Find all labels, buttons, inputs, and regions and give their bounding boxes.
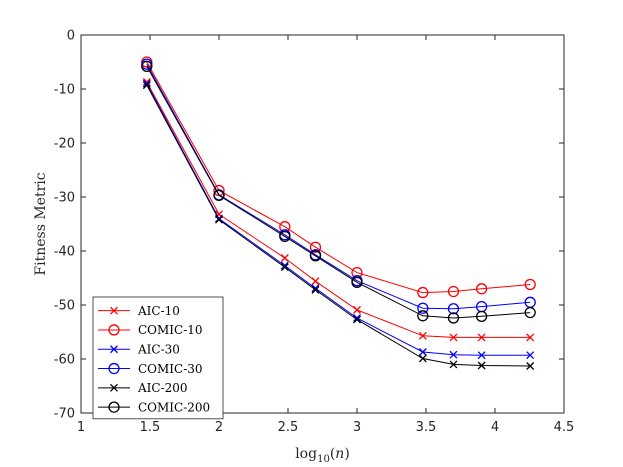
data-point-comic-200 bbox=[524, 306, 536, 319]
x-axis-label: log10(n) bbox=[295, 446, 350, 465]
x-tick-label: 1.5 bbox=[140, 420, 161, 435]
legend-box bbox=[92, 296, 224, 420]
data-point-comic-200 bbox=[447, 312, 460, 324]
series-comic-10 bbox=[141, 56, 536, 299]
data-point-comic-10 bbox=[447, 285, 460, 298]
data-point-aic-200 bbox=[477, 361, 486, 370]
y-tick-label: -60 bbox=[54, 353, 75, 368]
y-tick-label: -30 bbox=[54, 191, 75, 206]
data-point-comic-10 bbox=[417, 286, 429, 299]
x-tick-label: 2 bbox=[215, 420, 223, 435]
data-point-aic-10 bbox=[477, 333, 486, 342]
legend-marker-comic-30 bbox=[108, 362, 120, 375]
data-point-aic-10 bbox=[449, 333, 458, 342]
data-point-comic-10 bbox=[475, 283, 488, 295]
series-layer bbox=[141, 56, 536, 370]
data-point-aic-30 bbox=[526, 351, 535, 360]
data-point-comic-10 bbox=[524, 278, 536, 291]
series-aic-200 bbox=[142, 81, 535, 370]
series-line-comic-30 bbox=[146, 63, 531, 310]
x-tick-label: 4.5 bbox=[554, 420, 575, 435]
data-point-aic-200 bbox=[280, 263, 289, 272]
data-point-aic-30 bbox=[280, 261, 289, 270]
axes-layer: 1 1.5 2 2.5 3 3.5 4 4.5 0 -10 -20 -30 -40 -50 -60 -70 bbox=[54, 29, 575, 436]
data-point-comic-200 bbox=[351, 276, 363, 288]
x-tick-label: 3 bbox=[353, 420, 361, 435]
series-line-comic-200 bbox=[146, 66, 531, 319]
series-comic-200 bbox=[141, 60, 536, 324]
data-point-comic-200 bbox=[417, 310, 429, 322]
data-point-aic-10 bbox=[526, 333, 535, 342]
y-tick-label: -70 bbox=[54, 407, 75, 422]
data-point-comic-200 bbox=[475, 310, 488, 322]
x-tick-label: 4 bbox=[491, 420, 499, 435]
x-tick-label: 3.5 bbox=[416, 420, 437, 435]
data-point-aic-10 bbox=[142, 78, 151, 86]
series-aic-10 bbox=[142, 78, 535, 342]
legend-label-aic-200: AIC-200 bbox=[137, 381, 188, 395]
data-point-aic-10 bbox=[418, 331, 427, 340]
data-point-aic-30 bbox=[311, 284, 320, 293]
series-line-comic-10 bbox=[146, 61, 531, 294]
data-point-aic-10 bbox=[353, 305, 361, 314]
data-point-aic-200 bbox=[418, 354, 427, 363]
legend-marker-aic-30 bbox=[110, 345, 118, 354]
data-point-comic-30 bbox=[447, 303, 460, 315]
axes-box bbox=[80, 34, 565, 414]
y-tick-label: 0 bbox=[67, 29, 75, 44]
data-point-comic-200 bbox=[309, 250, 322, 262]
data-point-aic-10 bbox=[311, 277, 320, 286]
legend-label-comic-10: COMIC-10 bbox=[138, 323, 203, 337]
data-point-aic-30 bbox=[142, 79, 151, 88]
data-point-comic-200 bbox=[141, 60, 153, 72]
legend-label-comic-30: COMIC-30 bbox=[138, 362, 203, 376]
data-point-comic-200 bbox=[279, 230, 291, 243]
legend-label-aic-30: AIC-30 bbox=[137, 342, 180, 356]
data-point-aic-30 bbox=[449, 350, 458, 359]
legend-marker-comic-200 bbox=[108, 401, 120, 413]
data-point-aic-200 bbox=[142, 81, 151, 90]
y-axis-label: Fitness Metric bbox=[33, 172, 49, 275]
legend-marker-aic-200 bbox=[110, 383, 118, 392]
legend-marker-comic-10 bbox=[108, 324, 120, 336]
x-tick-label: 1 bbox=[77, 420, 85, 435]
legend: AIC-10 COMIC-10 AIC-30 COMIC-30 AIC-200 COMIC… bbox=[92, 296, 224, 420]
y-tick-label: -20 bbox=[54, 137, 75, 152]
data-point-aic-200 bbox=[215, 215, 223, 224]
x-tick-label: 2.5 bbox=[278, 420, 299, 435]
data-point-aic-10 bbox=[280, 254, 289, 262]
y-tick-label: -10 bbox=[54, 83, 75, 98]
data-point-aic-200 bbox=[526, 362, 535, 370]
data-point-comic-200 bbox=[213, 189, 225, 202]
data-point-comic-10 bbox=[309, 241, 322, 253]
data-point-aic-30 bbox=[477, 351, 486, 360]
data-point-comic-30 bbox=[417, 302, 429, 314]
data-point-aic-30 bbox=[353, 314, 361, 322]
legend-label-comic-200: COMIC-200 bbox=[138, 400, 210, 414]
y-tick-label: -40 bbox=[54, 245, 75, 260]
y-tick-label: -50 bbox=[54, 299, 75, 314]
data-point-aic-200 bbox=[353, 315, 361, 324]
data-point-aic-200 bbox=[449, 360, 458, 369]
legend-label-aic-10: AIC-10 bbox=[137, 304, 180, 318]
data-point-aic-30 bbox=[418, 348, 427, 356]
legend-marker-aic-10 bbox=[110, 306, 118, 315]
data-point-aic-200 bbox=[311, 285, 320, 294]
